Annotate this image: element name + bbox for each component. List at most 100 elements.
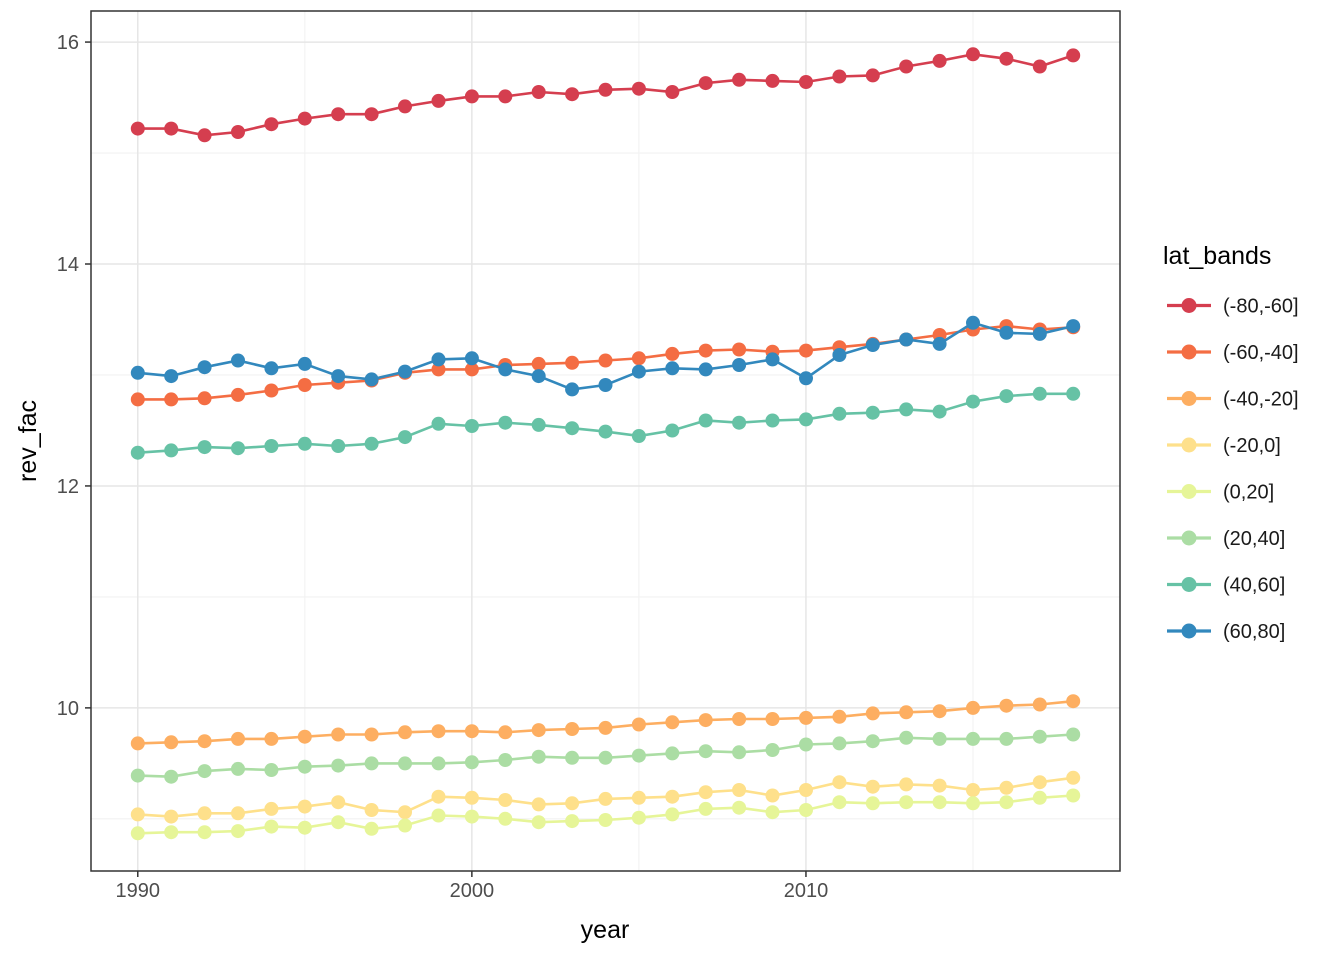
data-point: [331, 727, 346, 742]
data-point: [197, 825, 212, 840]
data-point: [197, 440, 212, 455]
legend-item-label: (20,40]: [1223, 528, 1285, 550]
data-point: [698, 744, 713, 759]
data-point: [231, 761, 245, 776]
data-point: [1066, 694, 1081, 709]
data-point: [331, 439, 346, 453]
data-point: [431, 756, 446, 771]
data-point: [565, 87, 580, 102]
data-point: [565, 722, 580, 736]
data-point: [164, 769, 179, 784]
panel-border: [90, 10, 1121, 872]
data-point: [197, 391, 212, 406]
data-point: [398, 430, 412, 445]
data-point: [431, 93, 446, 108]
data-point: [364, 756, 379, 771]
data-point: [899, 332, 914, 347]
data-point: [531, 417, 546, 432]
data-point: [364, 821, 379, 836]
y-tick-label: 16: [57, 32, 79, 54]
data-point: [264, 819, 279, 834]
data-point: [899, 795, 914, 810]
data-point: [1066, 386, 1081, 401]
data-point: [464, 89, 479, 104]
data-point: [1066, 770, 1081, 785]
legend-item: (-20,0]: [1167, 435, 1281, 457]
data-point: [631, 748, 646, 763]
data-point: [197, 806, 212, 821]
data-point: [531, 723, 546, 738]
data-point: [565, 796, 580, 811]
legend-item: (40,60]: [1167, 575, 1285, 597]
data-point: [832, 69, 847, 84]
data-point: [264, 117, 279, 132]
legend-key-point: [1181, 298, 1197, 313]
data-point: [531, 815, 546, 830]
x-axis-title: year: [581, 916, 630, 944]
data-point: [1032, 386, 1047, 401]
data-point: [899, 705, 914, 720]
data-point: [698, 801, 713, 816]
data-point: [164, 392, 179, 407]
data-point: [164, 369, 179, 384]
data-point: [164, 735, 179, 750]
data-point: [631, 81, 646, 96]
legend-key-point: [1181, 623, 1197, 639]
data-point: [431, 808, 446, 823]
data-point: [531, 797, 546, 812]
data-point: [398, 364, 412, 379]
legend-key-point: [1181, 484, 1197, 499]
data-point: [1066, 788, 1081, 803]
data-point: [398, 756, 412, 771]
data-point: [398, 725, 412, 740]
y-tick-label: 12: [57, 476, 79, 498]
data-point: [197, 764, 212, 779]
legend-title: lat_bands: [1163, 242, 1271, 270]
legend-item: (20,40]: [1167, 528, 1285, 550]
legend-item-label: (-80,-60]: [1223, 296, 1299, 318]
data-point: [698, 76, 713, 91]
legend-item-label: (60,80]: [1223, 621, 1285, 643]
data-point: [832, 348, 847, 362]
data-point: [297, 729, 312, 744]
data-point: [665, 85, 680, 99]
series: [130, 694, 1081, 751]
data-point: [932, 336, 947, 351]
data-point: [297, 111, 312, 126]
legend-item-label: (-60,-40]: [1223, 342, 1299, 364]
data-point: [297, 378, 312, 392]
data-point: [832, 736, 847, 751]
data-point: [966, 783, 980, 797]
data-point: [498, 725, 513, 740]
data-point: [865, 706, 880, 721]
data-point: [231, 824, 245, 839]
data-point: [498, 811, 513, 826]
data-point: [799, 783, 813, 797]
data-point: [598, 791, 613, 806]
data-point: [1066, 319, 1081, 334]
data-point: [732, 358, 747, 372]
data-point: [464, 755, 479, 770]
data-point: [398, 818, 412, 833]
legend-item-label: (-20,0]: [1223, 435, 1281, 457]
data-point: [197, 360, 212, 375]
data-point: [1032, 697, 1047, 712]
data-point: [498, 753, 513, 767]
data-point: [1032, 326, 1047, 341]
data-point: [765, 352, 780, 367]
data-point: [698, 343, 713, 358]
series: [130, 47, 1081, 143]
data-point: [264, 383, 279, 398]
data-point: [231, 387, 245, 402]
data-point: [431, 724, 446, 739]
data-point: [598, 424, 613, 439]
data-point: [799, 343, 813, 358]
data-point: [130, 826, 145, 841]
data-point: [966, 796, 980, 811]
data-point: [331, 815, 346, 830]
data-point: [331, 107, 346, 122]
legend-item-label: (0,20]: [1223, 482, 1274, 504]
data-point: [966, 700, 980, 715]
x-tick-label: 2010: [784, 880, 829, 902]
